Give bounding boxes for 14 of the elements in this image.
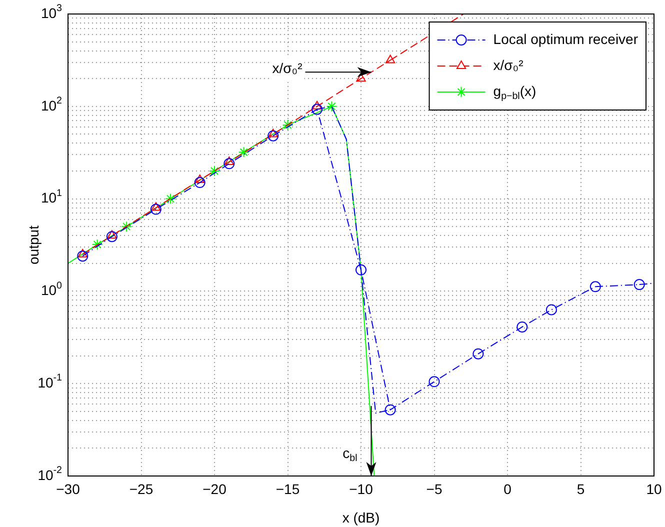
x-tick-label: −20 [202,480,227,497]
x-tick-label: 10 [646,480,662,497]
legend-label: Local optimum receiver [493,30,638,47]
x-tick-label: −25 [129,480,154,497]
x-tick-label: −15 [276,480,300,497]
x-tick-label: −5 [426,480,442,497]
x-tick-label: 5 [576,480,585,497]
x-tick-label: 0 [504,480,512,497]
legend-label: x/σ₀² [493,56,524,73]
x-tick-label: −30 [56,480,80,497]
y-axis-title: output [25,225,42,264]
x-tick-label: −10 [349,480,374,497]
annotation: x/σ₀² [272,60,303,76]
x-axis-title: x (dB) [342,509,380,526]
